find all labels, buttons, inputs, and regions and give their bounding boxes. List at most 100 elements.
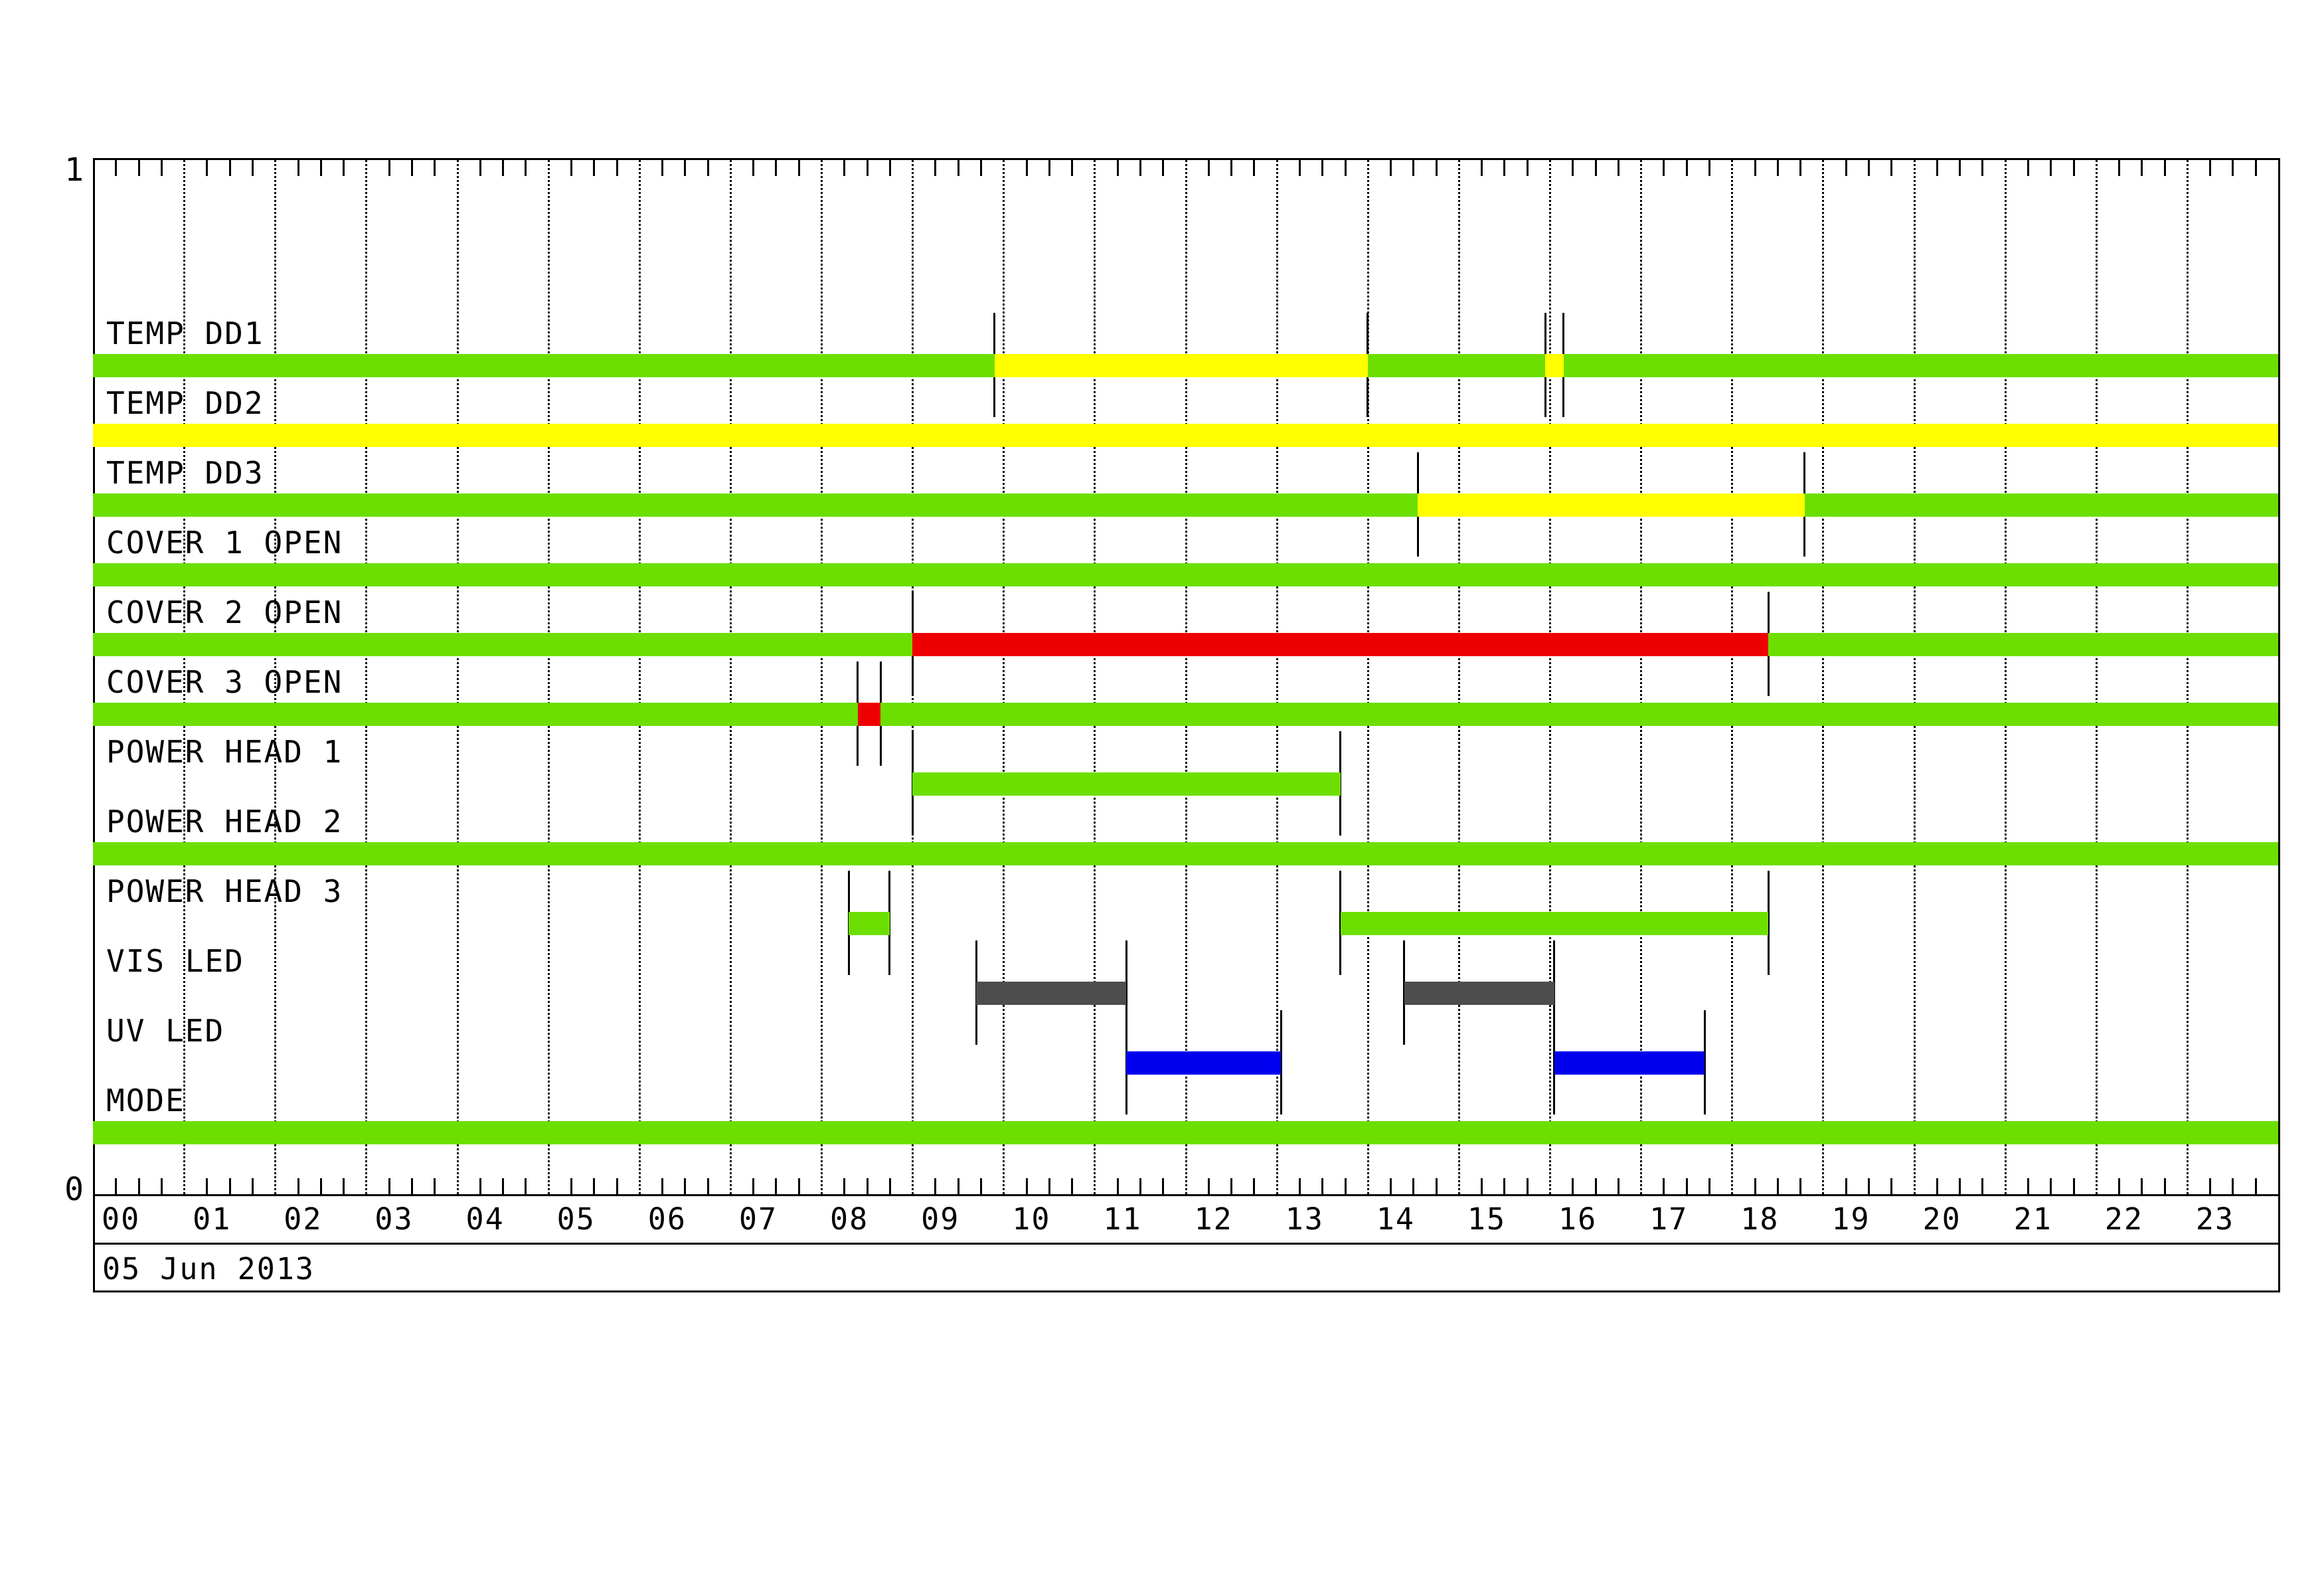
status-bar-segment — [93, 563, 2278, 586]
minor-tick-bottom — [1799, 1178, 1802, 1194]
minor-tick-bottom — [206, 1178, 208, 1194]
minor-tick-bottom — [1162, 1178, 1165, 1194]
minor-tick-top — [2027, 160, 2029, 176]
minor-tick-bottom — [160, 1178, 163, 1194]
minor-tick-bottom — [479, 1178, 481, 1194]
minor-tick-top — [388, 160, 390, 176]
minor-tick-top — [1617, 160, 1619, 176]
minor-tick-bottom — [2254, 1178, 2257, 1194]
minor-tick-top — [1526, 160, 1529, 176]
hour-label: 08 — [830, 1201, 869, 1237]
hour-gridline — [1640, 160, 1643, 1194]
status-bar-segment — [1418, 493, 1805, 517]
minor-tick-bottom — [1435, 1178, 1438, 1194]
minor-tick-bottom — [1572, 1178, 1574, 1194]
minor-tick-bottom — [593, 1178, 596, 1194]
hour-gridline — [456, 160, 459, 1194]
hour-label: 11 — [1103, 1201, 1142, 1237]
hour-gridline — [1822, 160, 1825, 1194]
status-bar-segment — [976, 982, 1127, 1005]
status-bar-segment — [1554, 1051, 1705, 1075]
minor-tick-top — [1321, 160, 1324, 176]
transition-marker — [1125, 940, 1127, 1045]
minor-tick-bottom — [843, 1178, 846, 1194]
row-label: COVER 2 OPEN — [106, 594, 343, 630]
minor-tick-bottom — [1253, 1178, 1256, 1194]
minor-tick-top — [775, 160, 778, 176]
minor-tick-bottom — [1754, 1178, 1756, 1194]
minor-tick-bottom — [752, 1178, 755, 1194]
status-bar-segment — [93, 703, 858, 726]
minor-tick-bottom — [2141, 1178, 2143, 1194]
minor-tick-top — [980, 160, 982, 176]
status-bar-segment — [857, 703, 881, 726]
hour-label: 18 — [1740, 1201, 1780, 1237]
hour-label: 00 — [102, 1201, 141, 1237]
minor-tick-top — [1139, 160, 1141, 176]
status-bar-segment — [880, 703, 2278, 726]
minor-tick-top — [843, 160, 846, 176]
minor-tick-top — [1685, 160, 1688, 176]
minor-tick-top — [434, 160, 436, 176]
minor-tick-top — [934, 160, 937, 176]
minor-tick-bottom — [1594, 1178, 1597, 1194]
minor-tick-top — [1048, 160, 1050, 176]
status-bar-segment — [912, 772, 1341, 796]
minor-tick-top — [1845, 160, 1847, 176]
minor-tick-bottom — [1663, 1178, 1665, 1194]
status-bar-segment — [1563, 354, 2278, 377]
minor-tick-bottom — [1981, 1178, 1984, 1194]
minor-tick-bottom — [1503, 1178, 1506, 1194]
minor-tick-top — [1298, 160, 1301, 176]
minor-tick-bottom — [684, 1178, 687, 1194]
hour-label: 06 — [647, 1201, 687, 1237]
status-bar-segment — [994, 354, 1368, 377]
minor-tick-bottom — [616, 1178, 618, 1194]
status-bar-segment — [93, 424, 2278, 447]
minor-tick-top — [2050, 160, 2052, 176]
hour-gridline — [1367, 160, 1369, 1194]
minor-tick-top — [1253, 160, 1256, 176]
hour-gridline — [1003, 160, 1005, 1194]
minor-tick-bottom — [434, 1178, 436, 1194]
status-bar-segment — [912, 633, 1769, 656]
hour-gridline — [1276, 160, 1278, 1194]
minor-tick-bottom — [2118, 1178, 2120, 1194]
hour-label: 19 — [1831, 1201, 1870, 1237]
minor-tick-top — [1890, 160, 1893, 176]
status-bar-segment — [1768, 633, 2278, 656]
minor-tick-top — [706, 160, 709, 176]
minor-tick-top — [1230, 160, 1233, 176]
hour-label: 02 — [284, 1201, 323, 1237]
hour-gridline — [729, 160, 732, 1194]
row-label: TEMP DD1 — [106, 315, 264, 351]
minor-tick-bottom — [1116, 1178, 1119, 1194]
minor-tick-top — [1754, 160, 1756, 176]
minor-tick-top — [570, 160, 572, 176]
row-label: VIS LED — [106, 943, 244, 979]
minor-tick-bottom — [980, 1178, 982, 1194]
transition-marker — [1280, 1010, 1282, 1114]
hour-gridline — [1185, 160, 1187, 1194]
minor-tick-bottom — [1867, 1178, 1870, 1194]
status-bar-segment — [1804, 493, 2278, 517]
minor-tick-top — [1572, 160, 1574, 176]
hour-label: 23 — [2195, 1201, 2235, 1237]
minor-tick-bottom — [1481, 1178, 1483, 1194]
row-label: UV LED — [106, 1013, 225, 1049]
minor-tick-top — [206, 160, 208, 176]
minor-tick-top — [888, 160, 891, 176]
minor-tick-top — [866, 160, 869, 176]
status-bar-segment — [1404, 982, 1554, 1005]
minor-tick-top — [2141, 160, 2143, 176]
minor-tick-top — [1776, 160, 1779, 176]
minor-tick-top — [1503, 160, 1506, 176]
x-axis-hour-strip — [93, 1194, 2280, 1245]
minor-tick-bottom — [1025, 1178, 1028, 1194]
hour-label: 13 — [1285, 1201, 1324, 1237]
minor-tick-bottom — [2209, 1178, 2212, 1194]
hour-label: 15 — [1467, 1201, 1507, 1237]
status-bar-segment — [93, 842, 2278, 865]
minor-tick-bottom — [1298, 1178, 1301, 1194]
minor-tick-top — [1959, 160, 1961, 176]
